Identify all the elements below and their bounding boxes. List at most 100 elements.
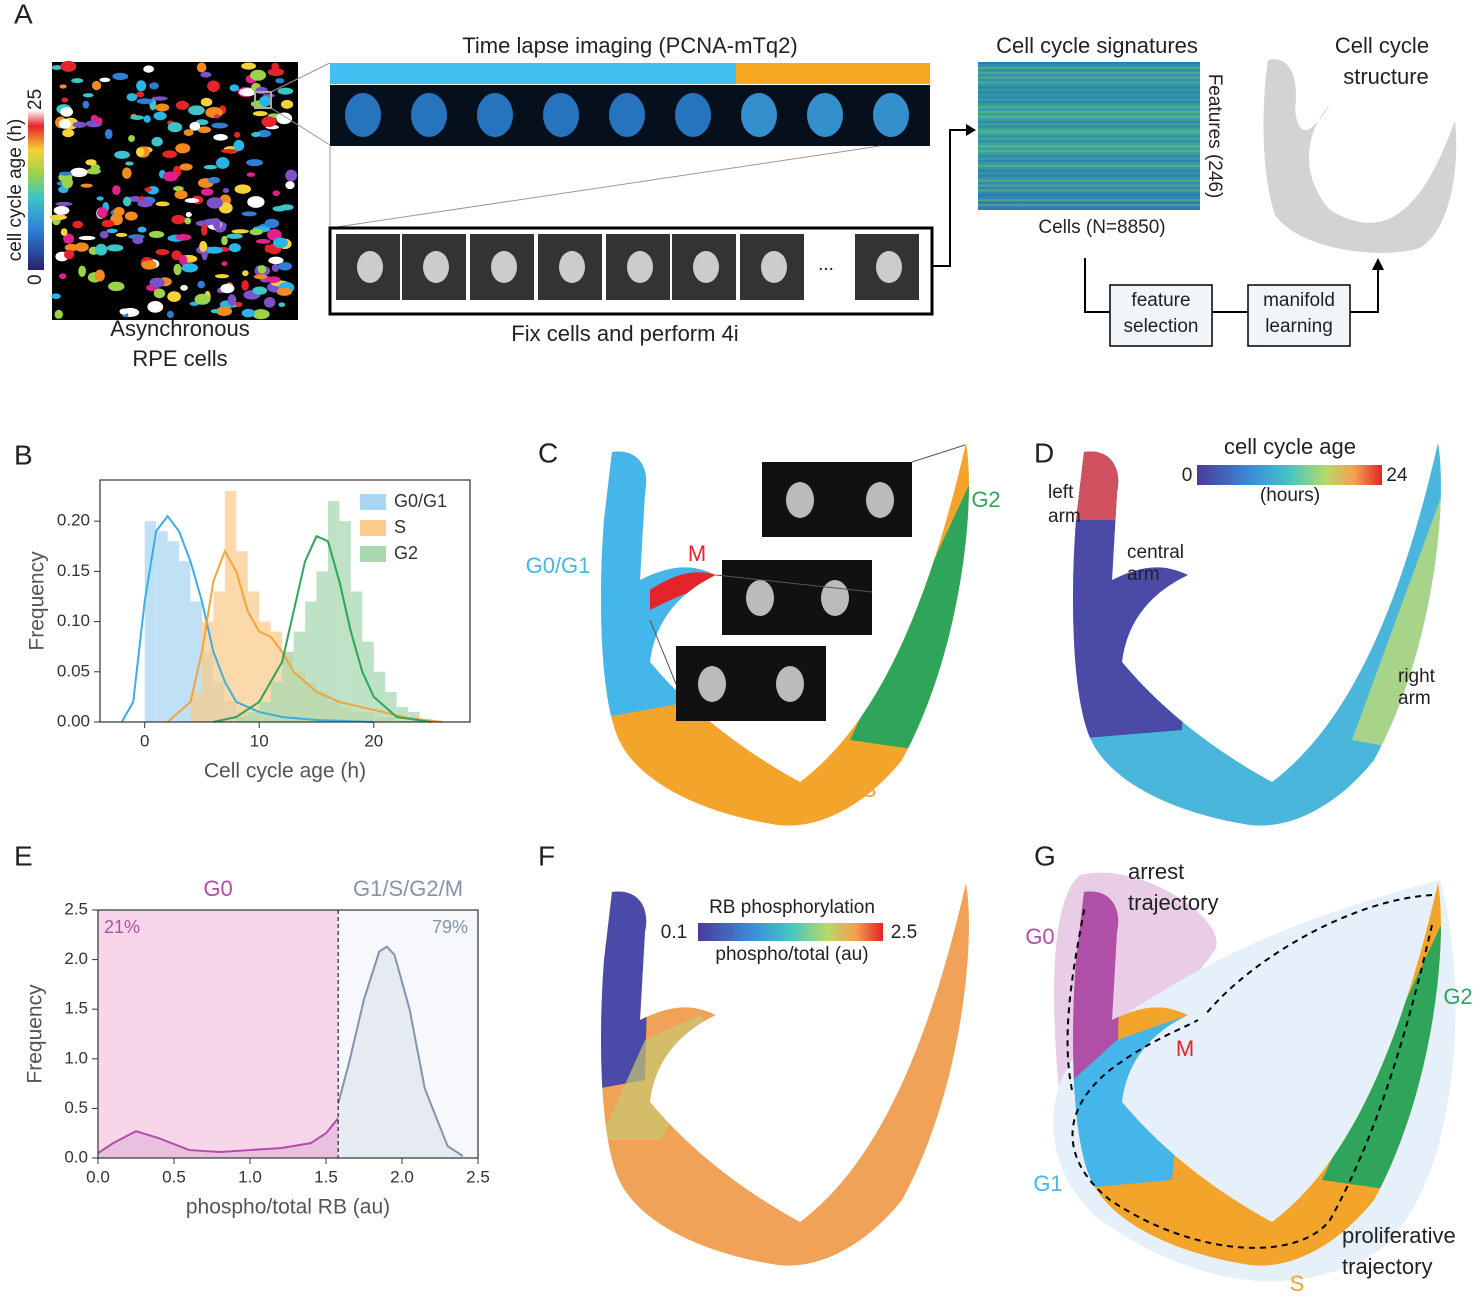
cell	[238, 88, 257, 97]
cell	[246, 159, 264, 167]
cell	[166, 310, 174, 319]
cell	[234, 131, 241, 138]
arrowhead	[966, 124, 976, 136]
panel-label: G	[1034, 840, 1056, 871]
panel-label: D	[1034, 437, 1054, 468]
cell	[94, 117, 103, 125]
heat-row	[978, 106, 1200, 109]
fixed-images	[336, 234, 919, 300]
cell	[113, 206, 125, 217]
kde-line	[337, 945, 464, 1157]
cell	[58, 171, 72, 176]
colorbar-tick: 2.5	[891, 922, 917, 943]
heatmap-texture	[978, 62, 1200, 207]
heat-row	[978, 179, 1200, 182]
step-box	[1109, 284, 1213, 347]
cell	[242, 270, 249, 277]
histogram-bar	[247, 591, 260, 722]
colorbar	[698, 923, 883, 941]
step-box	[1247, 284, 1351, 347]
phase-label: G2	[971, 487, 1000, 512]
heat-row	[978, 184, 1200, 187]
cell	[60, 107, 74, 117]
cell	[226, 233, 243, 239]
heat-row	[978, 62, 1200, 64]
region-share: 21%	[104, 917, 140, 937]
cell	[179, 254, 188, 266]
cell	[278, 302, 286, 308]
cell	[175, 143, 191, 154]
cell	[59, 273, 67, 280]
heat-row	[978, 164, 1200, 167]
nucleus	[543, 93, 579, 137]
cell	[119, 308, 128, 315]
cell	[255, 238, 271, 244]
histogram-bar	[408, 711, 420, 722]
heat-row	[978, 81, 1200, 84]
y-tick-label: 0.05	[57, 661, 90, 680]
nucleus	[345, 93, 381, 137]
heat-row	[978, 120, 1200, 123]
x-axis-label: Cell cycle age (h)	[204, 760, 366, 783]
histogram-bar	[247, 711, 260, 722]
heatmap	[978, 62, 1200, 210]
y-tick-label: 0.15	[57, 561, 90, 580]
histogram-bar	[339, 521, 351, 722]
heat-row	[978, 101, 1200, 104]
panel-label: C	[538, 437, 558, 468]
cell	[72, 220, 84, 229]
heat-row	[978, 76, 1200, 79]
cell	[259, 95, 272, 107]
phase-label: S	[862, 777, 877, 802]
histogram-bar	[282, 651, 294, 722]
colorbar-title: cell cycle age	[1224, 434, 1356, 459]
heat-row	[978, 91, 1200, 94]
y-axis-label: Frequency	[24, 984, 47, 1084]
cell	[257, 265, 267, 274]
phase-label: G0	[1025, 924, 1054, 949]
cell	[114, 150, 130, 159]
histogram-bar	[179, 561, 191, 722]
heat-row	[978, 204, 1200, 207]
cell	[271, 62, 279, 70]
histogram-bar	[259, 701, 271, 722]
cell	[101, 219, 115, 228]
cell	[60, 228, 68, 236]
legend-label: G0/G1	[394, 491, 447, 511]
cell	[61, 97, 69, 103]
trajectory-label: proliferative	[1342, 1223, 1456, 1248]
cell	[80, 183, 93, 188]
cell	[106, 228, 118, 234]
histogram-bar	[316, 571, 328, 722]
kde-area	[338, 946, 463, 1158]
heat-row	[978, 150, 1200, 153]
cell	[251, 132, 261, 138]
cell	[112, 72, 129, 81]
cell	[265, 276, 281, 283]
cell	[85, 159, 97, 166]
nucleus	[627, 251, 653, 283]
cell	[151, 136, 163, 147]
inset-line	[715, 574, 873, 593]
cell	[136, 80, 147, 92]
cell	[216, 157, 230, 169]
inset-nuclei	[698, 482, 894, 702]
cell	[255, 86, 268, 95]
cell	[201, 249, 208, 261]
cell	[221, 261, 228, 267]
arm-label: arm	[1127, 564, 1160, 585]
legend-swatch	[360, 520, 386, 536]
cell	[60, 60, 77, 72]
cell	[78, 235, 96, 241]
cell	[221, 235, 228, 246]
cell	[273, 237, 288, 249]
cell	[268, 256, 284, 265]
cell	[184, 198, 200, 203]
cell	[197, 126, 212, 134]
inset-line	[649, 619, 677, 685]
histogram-bar	[350, 591, 363, 722]
colorbar-tick: 0	[25, 274, 46, 285]
plot-frame	[99, 479, 471, 723]
colorbar-unit: (hours)	[1260, 485, 1320, 506]
cell	[215, 274, 230, 279]
